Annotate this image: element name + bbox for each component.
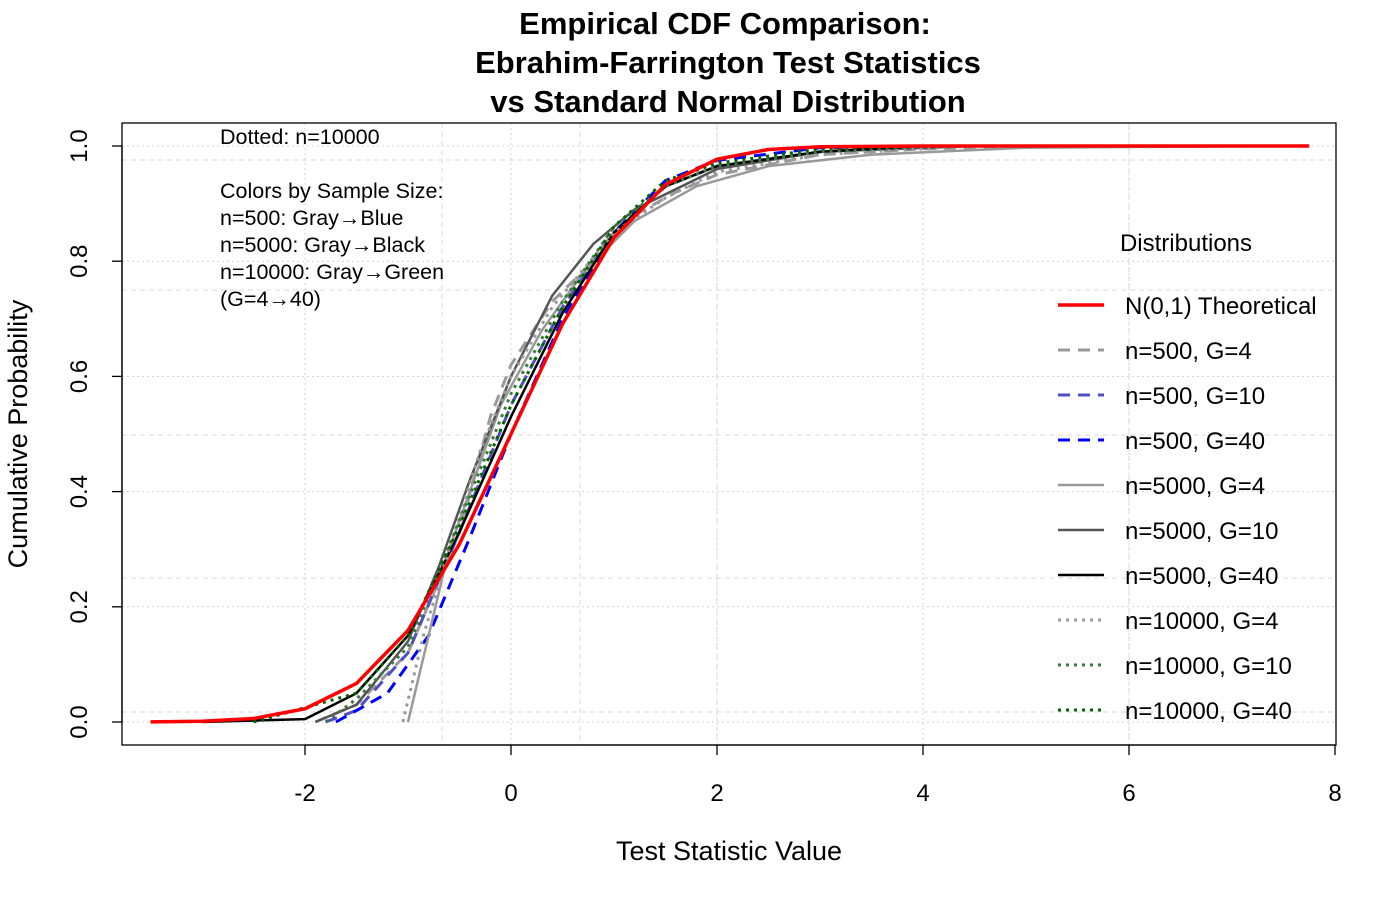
- annotation-text: Dotted: n=10000: [220, 125, 380, 149]
- series-line-1: [150, 144, 1310, 724]
- annotations: Dotted: n=10000 Colors by Sample Size: n=5…: [220, 125, 444, 311]
- y-tick-label: 0.4: [66, 475, 93, 508]
- x-axis-label: Test Statistic Value: [616, 836, 842, 866]
- annotation-text: n=10000: Gray→Green: [220, 260, 444, 284]
- x-tick-label: 8: [1328, 780, 1341, 807]
- y-tick-label: 0.0: [66, 705, 93, 738]
- series-lines: [150, 144, 1310, 724]
- axes: -2 0 2 4 6 8 0.0 0.2 0.4 0.6 0.8 1.0: [66, 129, 1342, 807]
- legend-label-7: n=5000, G=40: [1125, 563, 1278, 590]
- chart-title-line-1: Empirical CDF Comparison:: [519, 6, 931, 41]
- series-line-9: [324, 144, 1284, 724]
- legend-label-9: n=10000, G=10: [1125, 653, 1292, 680]
- x-tick-label: -2: [294, 780, 315, 807]
- x-tick-label: 6: [1122, 780, 1135, 807]
- annotation-text: n=500: Gray→Blue: [220, 206, 403, 230]
- legend-title: Distributions: [1120, 230, 1252, 257]
- legend-label-3: n=500, G=10: [1125, 383, 1265, 410]
- y-tick-label: 0.8: [66, 245, 93, 278]
- x-tick-label: 4: [916, 780, 929, 807]
- y-tick-label: 0.2: [66, 590, 93, 623]
- legend-label-4: n=500, G=40: [1125, 428, 1265, 455]
- legend-label-2: n=500, G=4: [1125, 338, 1252, 365]
- annotation-text: n=5000: Gray→Black: [220, 233, 425, 257]
- x-tick-label: 2: [710, 780, 723, 807]
- chart-title-line-3: vs Standard Normal Distribution: [490, 84, 965, 119]
- y-axis-label: Cumulative Probability: [3, 299, 33, 568]
- annotation-text: Colors by Sample Size:: [220, 179, 443, 203]
- legend-label-1: N(0,1) Theoretical: [1125, 293, 1317, 320]
- legend-label-8: n=10000, G=4: [1125, 608, 1278, 635]
- x-tick-label: 0: [504, 780, 517, 807]
- legend: Distributions N(0,1) Theoretical n=500, G…: [1058, 230, 1317, 725]
- legend-label-5: n=5000, G=4: [1125, 473, 1265, 500]
- y-tick-label: 0.6: [66, 360, 93, 393]
- legend-label-10: n=10000, G=40: [1125, 698, 1292, 725]
- legend-label-6: n=5000, G=10: [1125, 518, 1278, 545]
- annotation-text: (G=4→40): [220, 287, 321, 311]
- chart-title-line-2: Ebrahim-Farrington Test Statistics: [475, 45, 981, 80]
- y-tick-label: 1.0: [66, 129, 93, 162]
